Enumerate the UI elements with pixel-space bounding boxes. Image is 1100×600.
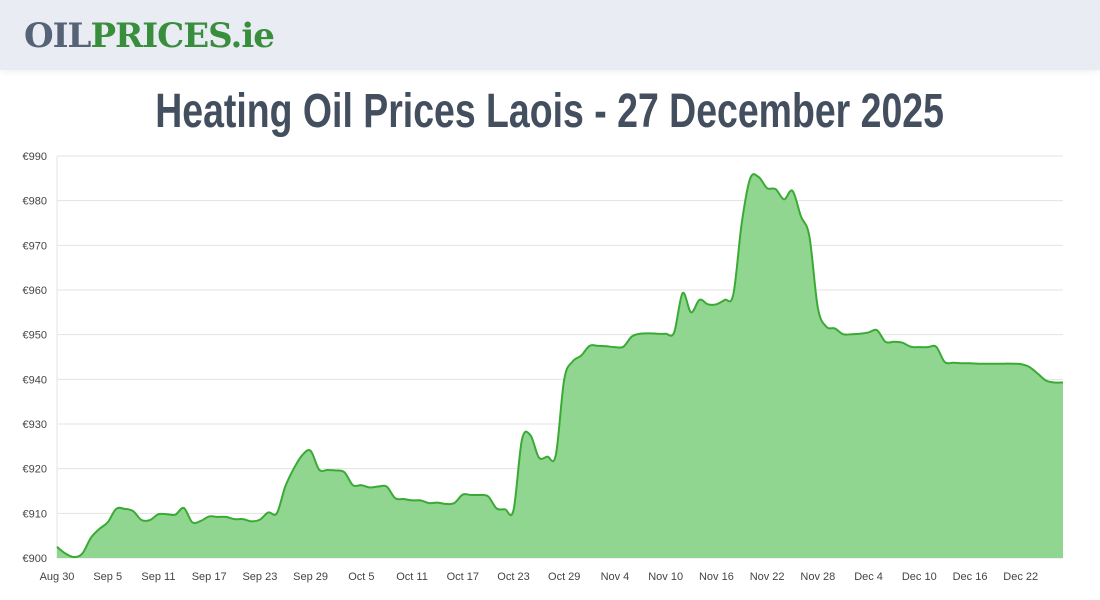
logo-part-prices: PRICES.ie bbox=[90, 16, 274, 56]
x-tick-label: Oct 17 bbox=[447, 571, 479, 583]
x-tick-label: Sep 23 bbox=[242, 571, 277, 583]
site-logo[interactable]: OILPRICES.ie bbox=[24, 14, 275, 58]
price-line bbox=[56, 173, 1064, 559]
x-tick-label: Nov 10 bbox=[648, 571, 683, 583]
logo-part-oil: OIL bbox=[24, 16, 91, 56]
page-title: Heating Oil Prices Laois - 27 December 2… bbox=[155, 85, 945, 138]
x-tick-label: Oct 5 bbox=[348, 571, 374, 583]
y-tick-label: €980 bbox=[23, 196, 47, 208]
x-tick-label: Dec 10 bbox=[902, 571, 937, 583]
site-header: OILPRICES.ie bbox=[0, 0, 1100, 70]
y-tick-label: €940 bbox=[23, 374, 47, 386]
y-tick-label: €910 bbox=[23, 508, 47, 520]
x-tick-label: Sep 5 bbox=[93, 571, 122, 583]
price-area-fill bbox=[57, 174, 1063, 558]
x-tick-label: Oct 29 bbox=[548, 571, 580, 583]
y-tick-label: €920 bbox=[23, 464, 47, 476]
x-tick-label: Dec 16 bbox=[953, 571, 988, 583]
x-tick-label: Aug 30 bbox=[40, 571, 75, 583]
y-tick-label: €900 bbox=[23, 553, 47, 565]
x-tick-label: Oct 11 bbox=[396, 571, 428, 583]
y-tick-label: €930 bbox=[23, 419, 47, 431]
x-tick-label: Dec 4 bbox=[854, 571, 883, 583]
x-tick-label: Sep 29 bbox=[293, 571, 328, 583]
x-tick-label: Sep 11 bbox=[141, 571, 175, 583]
x-tick-label: Dec 22 bbox=[1003, 571, 1038, 583]
x-tick-label: Nov 4 bbox=[601, 571, 630, 583]
x-tick-label: Sep 17 bbox=[192, 571, 227, 583]
x-tick-label: Nov 16 bbox=[699, 571, 734, 583]
y-tick-label: €970 bbox=[23, 240, 47, 252]
y-tick-label: €990 bbox=[23, 151, 47, 163]
y-tick-label: €950 bbox=[23, 330, 47, 342]
page-title-wrap: Heating Oil Prices Laois - 27 December 2… bbox=[0, 84, 1100, 139]
x-tick-label: Oct 23 bbox=[497, 571, 529, 583]
x-tick-label: Nov 28 bbox=[800, 571, 835, 583]
y-tick-label: €960 bbox=[23, 285, 47, 297]
x-tick-label: Nov 22 bbox=[750, 571, 785, 583]
